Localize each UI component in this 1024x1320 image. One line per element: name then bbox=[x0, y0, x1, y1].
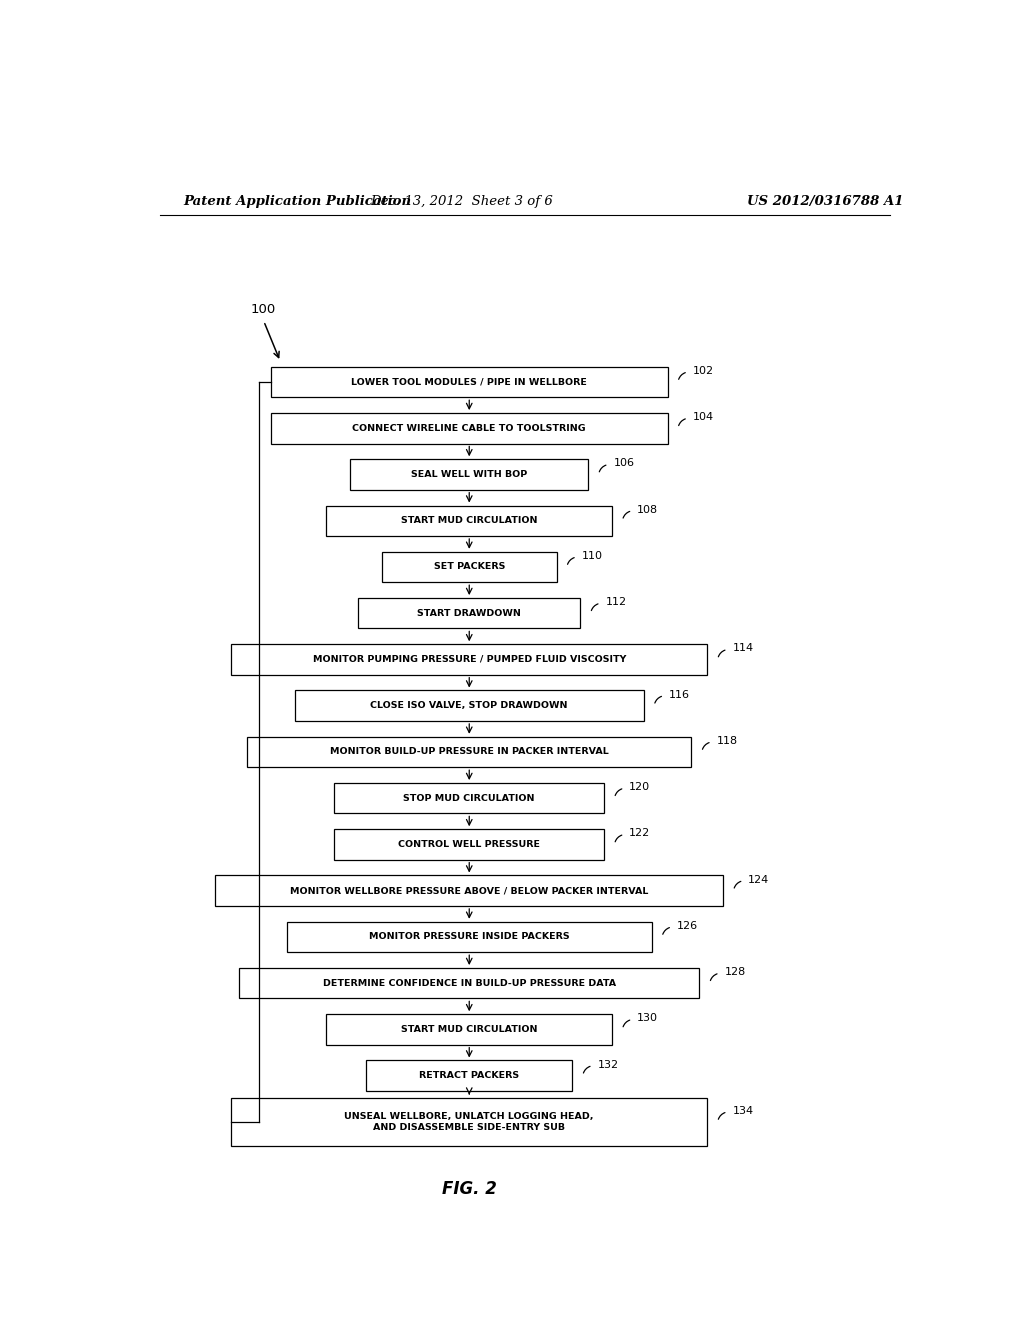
Text: MONITOR BUILD-UP PRESSURE IN PACKER INTERVAL: MONITOR BUILD-UP PRESSURE IN PACKER INTE… bbox=[330, 747, 608, 756]
Text: US 2012/0316788 A1: US 2012/0316788 A1 bbox=[748, 194, 903, 207]
Bar bbox=[350, 459, 588, 490]
Text: Patent Application Publication: Patent Application Publication bbox=[183, 194, 412, 207]
Text: 120: 120 bbox=[629, 781, 650, 792]
Bar bbox=[334, 783, 604, 813]
Bar bbox=[382, 552, 557, 582]
Text: 134: 134 bbox=[732, 1106, 754, 1115]
Text: SET PACKERS: SET PACKERS bbox=[433, 562, 505, 572]
Text: FIG. 2: FIG. 2 bbox=[441, 1180, 497, 1199]
Text: MONITOR PRESSURE INSIDE PACKERS: MONITOR PRESSURE INSIDE PACKERS bbox=[369, 932, 569, 941]
Bar bbox=[215, 875, 723, 906]
Bar bbox=[327, 506, 612, 536]
Text: STOP MUD CIRCULATION: STOP MUD CIRCULATION bbox=[403, 793, 535, 803]
Bar bbox=[295, 690, 644, 721]
Text: 130: 130 bbox=[637, 1014, 658, 1023]
Text: 106: 106 bbox=[613, 458, 634, 469]
Bar bbox=[327, 1014, 612, 1044]
Text: 126: 126 bbox=[677, 921, 698, 931]
Bar bbox=[240, 968, 699, 998]
Text: 100: 100 bbox=[251, 304, 276, 315]
Text: RETRACT PACKERS: RETRACT PACKERS bbox=[419, 1072, 519, 1080]
Bar bbox=[367, 1060, 572, 1090]
Text: 124: 124 bbox=[749, 875, 769, 884]
Bar bbox=[247, 737, 691, 767]
Bar bbox=[270, 367, 668, 397]
Text: 114: 114 bbox=[732, 643, 754, 653]
Text: 116: 116 bbox=[669, 689, 690, 700]
Bar bbox=[358, 598, 581, 628]
Text: 122: 122 bbox=[629, 828, 650, 838]
Text: DETERMINE CONFIDENCE IN BUILD-UP PRESSURE DATA: DETERMINE CONFIDENCE IN BUILD-UP PRESSUR… bbox=[323, 978, 615, 987]
Bar bbox=[287, 921, 652, 952]
Bar bbox=[270, 413, 668, 444]
Text: CONNECT WIRELINE CABLE TO TOOLSTRING: CONNECT WIRELINE CABLE TO TOOLSTRING bbox=[352, 424, 586, 433]
Text: START MUD CIRCULATION: START MUD CIRCULATION bbox=[401, 516, 538, 525]
Text: MONITOR PUMPING PRESSURE / PUMPED FLUID VISCOSITY: MONITOR PUMPING PRESSURE / PUMPED FLUID … bbox=[312, 655, 626, 664]
Text: 104: 104 bbox=[692, 412, 714, 422]
Text: 112: 112 bbox=[605, 597, 627, 607]
Text: MONITOR WELLBORE PRESSURE ABOVE / BELOW PACKER INTERVAL: MONITOR WELLBORE PRESSURE ABOVE / BELOW … bbox=[290, 886, 648, 895]
Text: CLOSE ISO VALVE, STOP DRAWDOWN: CLOSE ISO VALVE, STOP DRAWDOWN bbox=[371, 701, 568, 710]
Text: 132: 132 bbox=[597, 1060, 618, 1069]
Text: 108: 108 bbox=[637, 504, 658, 515]
Bar bbox=[231, 1097, 708, 1146]
Text: 118: 118 bbox=[717, 735, 737, 746]
Text: CONTROL WELL PRESSURE: CONTROL WELL PRESSURE bbox=[398, 840, 541, 849]
Text: UNSEAL WELLBORE, UNLATCH LOGGING HEAD,
AND DISASSEMBLE SIDE-ENTRY SUB: UNSEAL WELLBORE, UNLATCH LOGGING HEAD, A… bbox=[344, 1111, 594, 1133]
Text: SEAL WELL WITH BOP: SEAL WELL WITH BOP bbox=[411, 470, 527, 479]
Text: Dec. 13, 2012  Sheet 3 of 6: Dec. 13, 2012 Sheet 3 of 6 bbox=[370, 194, 553, 207]
Text: 102: 102 bbox=[692, 366, 714, 376]
Text: START MUD CIRCULATION: START MUD CIRCULATION bbox=[401, 1024, 538, 1034]
Text: START DRAWDOWN: START DRAWDOWN bbox=[418, 609, 521, 618]
Text: 128: 128 bbox=[724, 968, 745, 977]
Bar bbox=[334, 829, 604, 859]
Bar bbox=[231, 644, 708, 675]
Text: 110: 110 bbox=[582, 550, 602, 561]
Text: LOWER TOOL MODULES / PIPE IN WELLBORE: LOWER TOOL MODULES / PIPE IN WELLBORE bbox=[351, 378, 587, 387]
